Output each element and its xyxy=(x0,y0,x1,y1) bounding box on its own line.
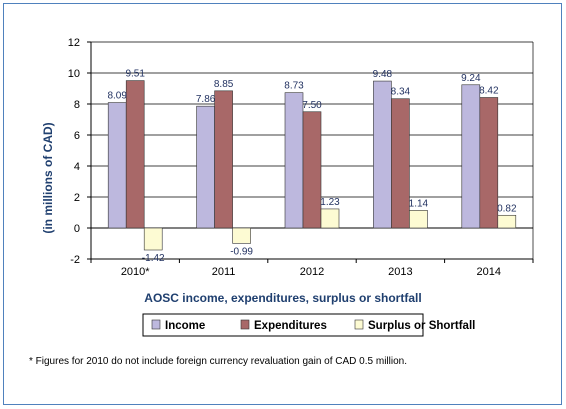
bar-surplus-or-shortfall xyxy=(320,208,340,229)
data-label: 9.48 xyxy=(373,69,393,80)
data-label: 8.09 xyxy=(107,91,127,102)
bar-expenditures xyxy=(391,98,410,229)
y-tick-label: 12 xyxy=(68,37,80,49)
bar-income xyxy=(461,84,481,229)
data-label: 8.34 xyxy=(391,87,411,98)
data-label: 9.51 xyxy=(125,69,145,80)
legend-box xyxy=(142,313,424,337)
bar-income xyxy=(196,105,215,229)
axes xyxy=(87,41,534,263)
data-labels: 8.09 9.51 -1.42 7.86 8.85 -0.99 8.73 7.50 1.23 9.… xyxy=(107,69,517,264)
x-tick-label: 2011 xyxy=(212,266,236,278)
bar-surplus-or-shortfall xyxy=(143,227,163,251)
y-tick-label: 8 xyxy=(74,99,80,111)
footnote: * Figures for 2010 do not include foreig… xyxy=(29,356,407,367)
bar-income xyxy=(373,80,392,229)
legend-swatch xyxy=(240,319,250,330)
legend: Income Expenditures Surplus or Shortfall xyxy=(151,319,475,332)
data-label: 8.73 xyxy=(284,81,304,92)
x-tick-label: 2010* xyxy=(121,266,150,278)
gridlines xyxy=(91,41,533,229)
x-tick-labels: 2010* 2011 2012 2013 2014 xyxy=(121,266,501,278)
bar-expenditures xyxy=(302,111,322,229)
y-tick-label: 0 xyxy=(74,223,80,235)
data-label: 0.82 xyxy=(497,203,517,214)
y-tick-labels: -2 0 2 4 6 8 10 12 xyxy=(68,37,80,266)
legend-label: Expenditures xyxy=(254,320,327,332)
data-label: -1.42 xyxy=(142,253,165,264)
x-tick-label: 2013 xyxy=(388,266,412,278)
data-label: 1.14 xyxy=(409,198,429,209)
x-axis-title: AOSC income, expenditures, surplus or sh… xyxy=(144,291,421,305)
bar-income xyxy=(107,102,127,229)
data-label: 7.86 xyxy=(196,94,216,105)
data-label: -0.99 xyxy=(230,246,253,257)
y-tick-label: -2 xyxy=(70,254,80,266)
y-tick-label: 6 xyxy=(74,130,80,142)
bar-surplus-or-shortfall xyxy=(232,227,251,244)
y-tick-label: 10 xyxy=(68,68,80,80)
y-tick-label: 2 xyxy=(74,192,80,204)
data-label: 8.85 xyxy=(214,79,234,90)
bar-surplus-or-shortfall xyxy=(497,214,517,229)
x-tick-label: 2014 xyxy=(477,266,501,278)
data-label: 7.50 xyxy=(302,100,322,111)
legend-swatch xyxy=(354,319,364,330)
y-axis-title: (in millions of CAD) xyxy=(41,122,55,233)
bar-expenditures xyxy=(214,90,233,229)
bar-expenditures xyxy=(479,97,499,229)
legend-swatch xyxy=(151,319,161,330)
y-tick-label: 4 xyxy=(74,161,80,173)
bar-expenditures xyxy=(125,80,145,229)
data-label: 8.42 xyxy=(479,85,499,96)
data-label: 9.24 xyxy=(461,73,481,84)
legend-label: Income xyxy=(165,320,205,332)
bar-income xyxy=(284,92,304,229)
bar-surplus-or-shortfall xyxy=(409,210,428,229)
bars xyxy=(107,80,517,251)
data-label: 1.23 xyxy=(320,197,340,208)
x-tick-label: 2012 xyxy=(300,266,324,278)
legend-label: Surplus or Shortfall xyxy=(368,320,475,332)
